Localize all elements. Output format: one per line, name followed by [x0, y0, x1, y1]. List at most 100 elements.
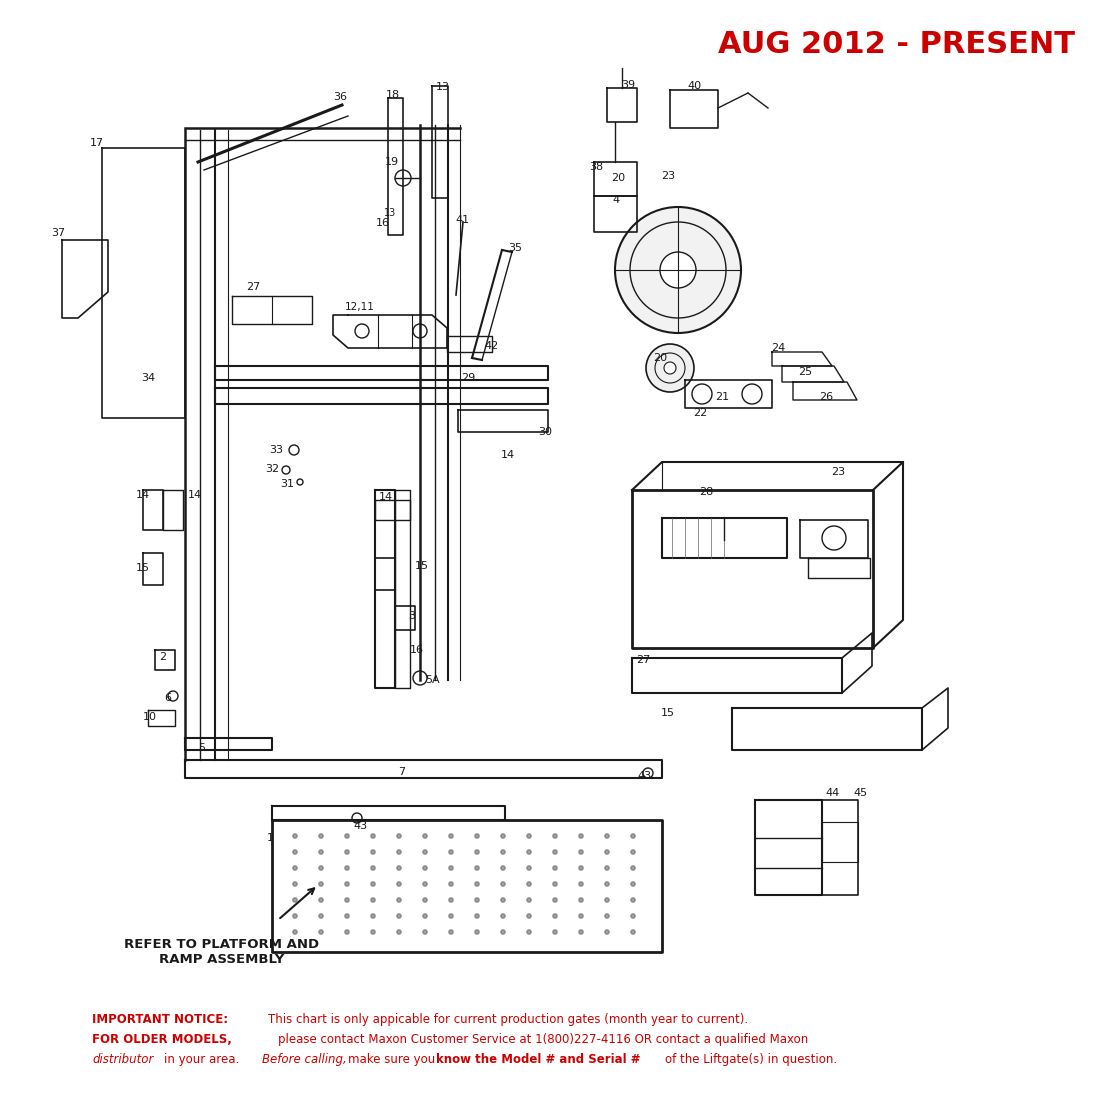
Circle shape	[423, 882, 427, 886]
Circle shape	[292, 882, 297, 886]
Circle shape	[475, 897, 479, 902]
Circle shape	[423, 850, 427, 854]
Circle shape	[500, 850, 505, 854]
Circle shape	[423, 834, 427, 838]
Circle shape	[579, 930, 583, 934]
Text: 17: 17	[90, 138, 105, 148]
Circle shape	[742, 384, 762, 404]
Text: 22: 22	[693, 408, 707, 418]
Circle shape	[413, 671, 427, 685]
Text: 1: 1	[267, 833, 274, 843]
Text: know the Model # and Serial #: know the Model # and Serial #	[436, 1053, 641, 1066]
Text: 21: 21	[715, 393, 729, 403]
Circle shape	[397, 914, 401, 919]
Circle shape	[413, 324, 427, 338]
Text: 25: 25	[798, 367, 812, 377]
Text: IMPORTANT NOTICE:: IMPORTANT NOTICE:	[92, 1013, 228, 1026]
Text: 20: 20	[610, 173, 625, 183]
Circle shape	[397, 834, 401, 838]
Circle shape	[500, 914, 505, 919]
Circle shape	[319, 930, 324, 934]
Circle shape	[527, 866, 532, 871]
Circle shape	[631, 897, 635, 902]
Circle shape	[319, 850, 324, 854]
Circle shape	[500, 834, 505, 838]
Text: 5A: 5A	[425, 675, 439, 685]
Circle shape	[475, 850, 479, 854]
Text: 10: 10	[143, 712, 157, 722]
Text: Before calling,: Before calling,	[262, 1053, 347, 1066]
Text: 44: 44	[826, 788, 841, 798]
Text: 5: 5	[199, 743, 206, 753]
Circle shape	[345, 914, 349, 919]
Text: distributor: distributor	[92, 1053, 153, 1066]
Text: 32: 32	[265, 464, 279, 474]
Circle shape	[822, 526, 846, 550]
Text: 18: 18	[386, 90, 400, 100]
Circle shape	[345, 850, 349, 854]
Text: in your area.: in your area.	[163, 1053, 239, 1066]
Circle shape	[423, 897, 427, 902]
Text: This chart is only appicable for current production gates (month year to current: This chart is only appicable for current…	[268, 1013, 748, 1026]
Circle shape	[500, 866, 505, 871]
Circle shape	[370, 834, 375, 838]
Circle shape	[643, 768, 653, 778]
Circle shape	[449, 882, 454, 886]
Circle shape	[500, 882, 505, 886]
Circle shape	[449, 834, 454, 838]
Circle shape	[553, 930, 557, 934]
Circle shape	[345, 834, 349, 838]
Circle shape	[370, 882, 375, 886]
Text: 42: 42	[485, 341, 499, 351]
Circle shape	[631, 930, 635, 934]
Circle shape	[423, 866, 427, 871]
Circle shape	[527, 914, 532, 919]
Text: 27: 27	[246, 282, 260, 292]
Circle shape	[345, 866, 349, 871]
Text: 45: 45	[854, 788, 868, 798]
Circle shape	[475, 882, 479, 886]
Text: 13: 13	[436, 82, 450, 92]
Text: REFER TO PLATFORM AND
RAMP ASSEMBLY: REFER TO PLATFORM AND RAMP ASSEMBLY	[125, 939, 319, 966]
Circle shape	[661, 252, 696, 288]
Circle shape	[527, 834, 532, 838]
Circle shape	[692, 384, 712, 404]
Circle shape	[579, 897, 583, 902]
Text: 16: 16	[376, 218, 390, 228]
Circle shape	[553, 914, 557, 919]
Circle shape	[553, 850, 557, 854]
Circle shape	[345, 882, 349, 886]
Circle shape	[664, 363, 676, 374]
Circle shape	[319, 897, 324, 902]
Circle shape	[397, 882, 401, 886]
Circle shape	[631, 866, 635, 871]
Circle shape	[292, 930, 297, 934]
Circle shape	[579, 914, 583, 919]
Circle shape	[297, 479, 302, 485]
Circle shape	[292, 834, 297, 838]
Circle shape	[646, 344, 694, 393]
Circle shape	[449, 897, 454, 902]
Text: 36: 36	[332, 92, 347, 102]
Circle shape	[631, 914, 635, 919]
Circle shape	[449, 866, 454, 871]
Circle shape	[319, 834, 324, 838]
Circle shape	[579, 834, 583, 838]
Text: 34: 34	[141, 373, 155, 383]
Text: 14: 14	[136, 490, 150, 500]
Text: 43: 43	[353, 821, 367, 831]
Text: 14: 14	[500, 450, 515, 460]
Text: 6: 6	[165, 693, 171, 703]
Circle shape	[292, 850, 297, 854]
Text: 35: 35	[508, 244, 522, 254]
Text: FOR OLDER MODELS,: FOR OLDER MODELS,	[92, 1033, 232, 1046]
Circle shape	[605, 834, 609, 838]
Circle shape	[527, 850, 532, 854]
Circle shape	[289, 445, 299, 455]
Text: 15: 15	[661, 708, 675, 718]
Circle shape	[282, 466, 290, 474]
Text: 43: 43	[638, 771, 652, 781]
Circle shape	[292, 866, 297, 871]
Circle shape	[605, 850, 609, 854]
Circle shape	[353, 813, 363, 823]
